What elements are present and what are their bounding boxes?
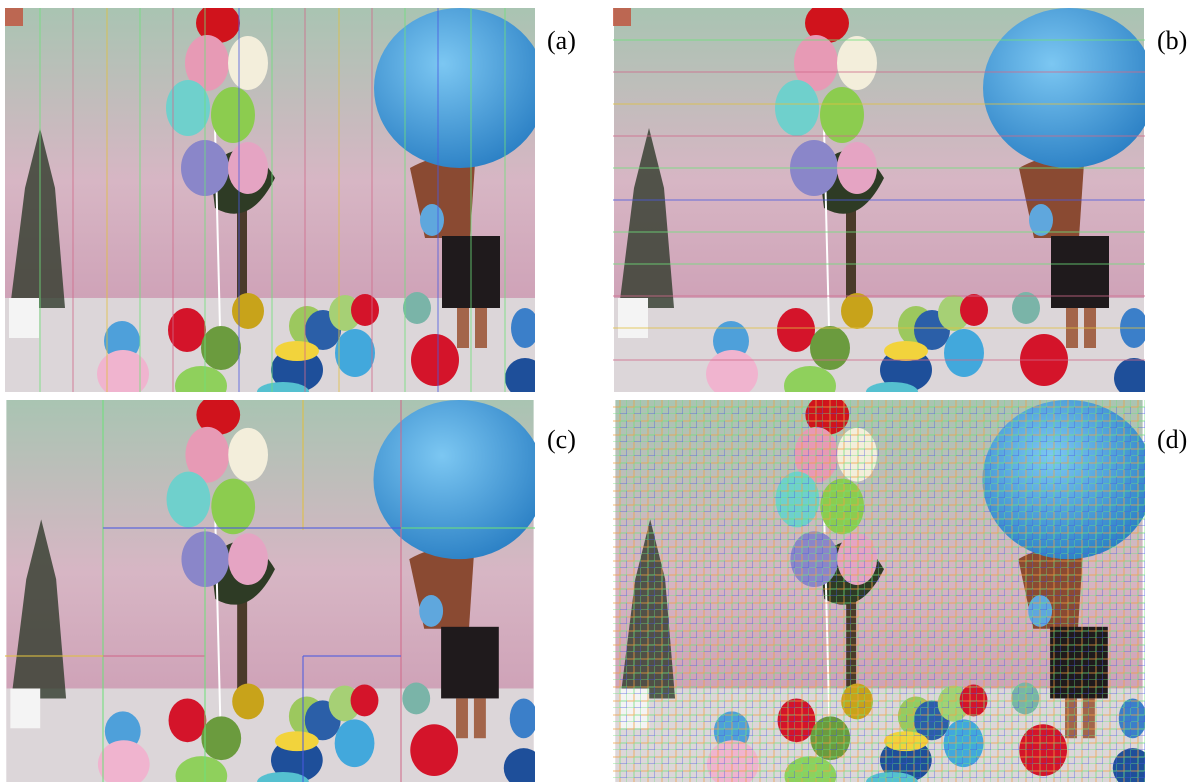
panel-label: (c)	[547, 425, 576, 455]
image-a	[5, 8, 535, 392]
image-c	[5, 400, 535, 782]
panel-label: (b)	[1157, 26, 1187, 56]
panel-label: (d)	[1157, 425, 1187, 455]
image-b	[613, 8, 1145, 392]
image-d	[613, 400, 1145, 782]
panel-label: (a)	[547, 26, 576, 56]
figure: (a) (b) (c) (d) (() => { const data = JS…	[0, 0, 1199, 782]
